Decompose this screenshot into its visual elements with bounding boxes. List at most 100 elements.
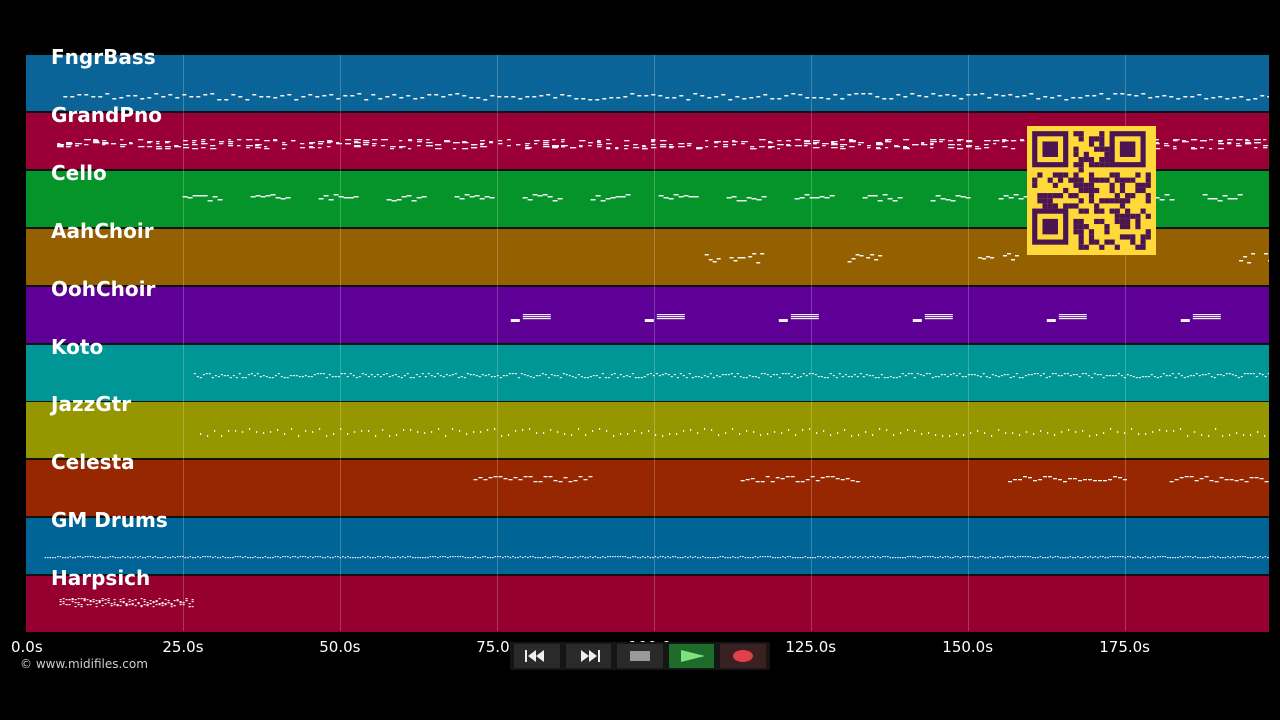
- note: [116, 604, 119, 606]
- track-row[interactable]: GM Drums: [26, 508, 1269, 575]
- note: [957, 147, 964, 150]
- note: [597, 140, 601, 143]
- note: [802, 557, 804, 559]
- track-row[interactable]: JazzGtr: [26, 392, 1269, 459]
- note: [854, 556, 857, 558]
- note: [814, 373, 817, 375]
- note: [417, 138, 423, 141]
- note: [62, 601, 65, 603]
- track-row[interactable]: OohChoir: [26, 277, 1269, 343]
- track-name: Harpsich: [51, 566, 151, 591]
- note: [787, 556, 789, 558]
- record-button[interactable]: [720, 644, 766, 668]
- note: [991, 435, 993, 438]
- note: [173, 600, 176, 602]
- note: [354, 140, 359, 143]
- note: [479, 557, 482, 559]
- note: [336, 142, 342, 145]
- note: [205, 372, 208, 374]
- note: [634, 556, 637, 558]
- note: [1267, 557, 1269, 559]
- track-row[interactable]: Celesta: [26, 450, 1269, 517]
- note: [683, 194, 689, 197]
- track-row[interactable]: Harpsich: [26, 566, 1269, 633]
- note: [394, 373, 397, 375]
- note: [660, 145, 666, 148]
- note: [270, 193, 276, 196]
- note: [490, 375, 493, 377]
- note: [813, 139, 820, 142]
- note: [592, 430, 594, 433]
- note: [1204, 373, 1207, 375]
- note: [1127, 556, 1129, 558]
- note: [935, 434, 937, 437]
- note: [1154, 557, 1157, 559]
- note: [514, 372, 517, 374]
- note: [808, 372, 811, 374]
- note: [768, 140, 772, 143]
- note: [308, 94, 313, 96]
- note: [137, 557, 139, 559]
- note: [93, 141, 100, 144]
- note: [577, 557, 579, 559]
- track-row[interactable]: FngrBass: [26, 45, 1269, 111]
- note: [1232, 97, 1237, 99]
- note: [49, 557, 52, 559]
- note: [561, 138, 565, 141]
- note: [910, 93, 915, 95]
- note: [86, 604, 89, 606]
- note: [494, 428, 496, 431]
- note: [59, 556, 62, 558]
- note: [794, 557, 797, 559]
- note: [817, 375, 820, 377]
- note: [1208, 435, 1210, 438]
- note: [1155, 138, 1159, 141]
- note: [889, 375, 892, 377]
- note: [385, 96, 390, 98]
- note: [1244, 481, 1249, 483]
- note: [832, 374, 835, 376]
- note: [1246, 99, 1251, 101]
- note: [652, 374, 655, 376]
- note: [1103, 432, 1105, 435]
- note: [903, 96, 908, 98]
- note: [585, 434, 587, 437]
- track-notes: [473, 476, 1269, 483]
- stop-button[interactable]: [617, 644, 663, 668]
- note: [782, 556, 784, 558]
- note: [604, 376, 607, 378]
- play-button[interactable]: [668, 644, 715, 668]
- note: [927, 556, 929, 558]
- note: [381, 144, 386, 147]
- note: [1254, 556, 1257, 558]
- rewind-button[interactable]: [514, 644, 560, 668]
- note: [1209, 147, 1213, 150]
- note: [158, 603, 161, 605]
- note: [483, 479, 488, 481]
- note: [466, 372, 469, 374]
- note: [549, 557, 552, 559]
- note: [1254, 141, 1261, 144]
- note: [1132, 375, 1135, 377]
- note: [478, 375, 481, 377]
- note: [903, 147, 910, 150]
- note: [602, 556, 604, 558]
- note: [948, 139, 953, 142]
- note: [202, 556, 204, 558]
- note: [795, 144, 802, 147]
- note: [1218, 139, 1224, 142]
- note: [582, 556, 584, 558]
- note: [1084, 556, 1087, 558]
- note: [1184, 476, 1189, 478]
- note: [196, 375, 199, 377]
- note: [553, 374, 556, 376]
- note: [304, 374, 307, 376]
- note: [946, 375, 949, 377]
- note: [412, 376, 415, 378]
- note: [354, 144, 361, 147]
- note: [637, 376, 640, 378]
- fast-forward-button[interactable]: [565, 644, 612, 668]
- track-row[interactable]: Koto: [26, 335, 1269, 401]
- note: [512, 556, 514, 558]
- note: [975, 147, 982, 150]
